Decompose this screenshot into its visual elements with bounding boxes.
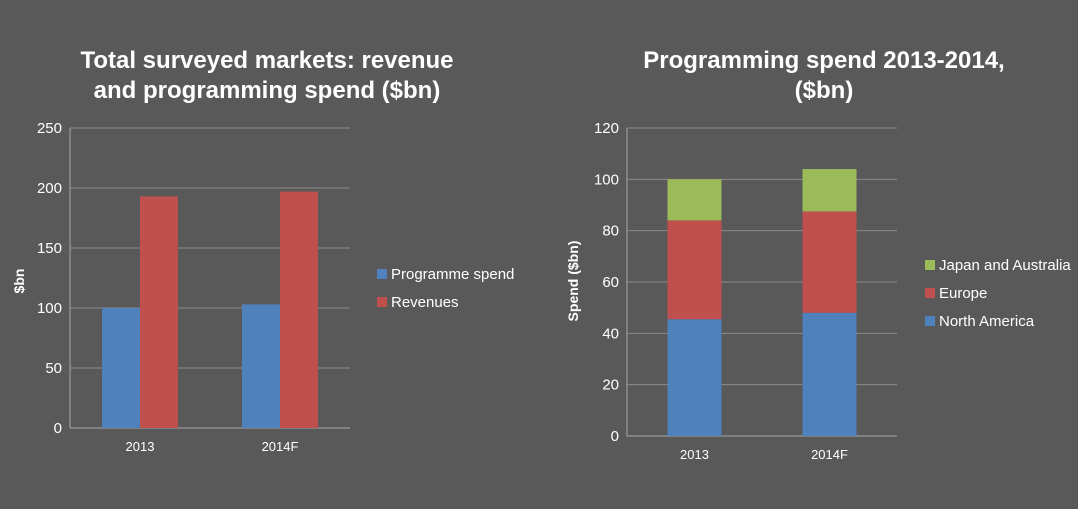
- c2-legend-swatch: [925, 316, 935, 326]
- c2-legend-swatch: [925, 288, 935, 298]
- c2-y-tick-label: 100: [594, 171, 619, 188]
- chart2-bars: [667, 169, 857, 436]
- c2-y-tick-label: 60: [602, 274, 619, 291]
- c1-y-tick-label: 0: [54, 420, 62, 437]
- chart2-legend: Japan and Australia Europe North America: [925, 257, 1071, 330]
- c1-legend-swatch: [377, 297, 387, 307]
- c2-bar-segment-north-america: [667, 319, 722, 436]
- chart2-title-line1: Programming spend 2013-2014,: [643, 47, 1004, 74]
- c2-y-tick-label: 80: [602, 223, 619, 240]
- chart-revenue-programming: Total surveyed markets: revenue and prog…: [11, 47, 514, 454]
- c2-x-tick-label: 2014F: [811, 447, 848, 462]
- c1-legend-label: Programme spend: [391, 266, 514, 283]
- c1-bar-programme-spend: [102, 308, 140, 428]
- c2-y-tick-label: 20: [602, 377, 619, 394]
- c1-legend-label: Revenues: [391, 294, 459, 311]
- c1-y-tick-label: 250: [37, 120, 62, 137]
- c1-y-tick-label: 50: [45, 360, 62, 377]
- chart1-y-axis-label: $bn: [11, 269, 27, 294]
- chart2-title-line2: ($bn): [795, 77, 854, 104]
- c2-y-tick-label: 120: [594, 120, 619, 137]
- c1-bar-revenues: [280, 191, 318, 428]
- c2-bar-segment-europe: [802, 211, 857, 313]
- c1-x-tick-label: 2014F: [262, 439, 299, 454]
- chart2-y-ticks: 0 20 40 60 80 100 120: [594, 120, 619, 445]
- c2-y-tick-label: 40: [602, 325, 619, 342]
- chart1-x-ticks: 2013 2014F: [126, 439, 299, 454]
- chart-programming-spend: Programming spend 2013-2014, ($bn) Spend…: [565, 47, 1071, 462]
- c1-y-tick-label: 150: [37, 240, 62, 257]
- c2-bar-segment-europe: [667, 220, 722, 320]
- c2-bar-segment-japan-and-australia: [667, 179, 722, 221]
- c2-legend-label: Europe: [939, 285, 987, 302]
- c2-bar-segment-north-america: [802, 312, 857, 436]
- chart2-x-ticks: 2013 2014F: [680, 447, 848, 462]
- c1-y-tick-label: 200: [37, 180, 62, 197]
- c1-bar-revenues: [140, 196, 178, 428]
- chart2-y-axis-label: Spend ($bn): [565, 241, 581, 322]
- c2-x-tick-label: 2013: [680, 447, 709, 462]
- c1-y-tick-label: 100: [37, 300, 62, 317]
- c1-bar-programme-spend: [242, 304, 280, 428]
- c2-legend-label: Japan and Australia: [939, 257, 1071, 274]
- c1-x-tick-label: 2013: [126, 439, 155, 454]
- chart1-y-ticks: 0 50 100 150 200 250: [37, 120, 62, 437]
- c2-legend-swatch: [925, 260, 935, 270]
- chart1-title-line1: Total surveyed markets: revenue: [80, 47, 453, 74]
- c2-bar-segment-japan-and-australia: [802, 169, 857, 212]
- chart1-title-line2: and programming spend ($bn): [94, 77, 441, 104]
- chart1-legend: Programme spend Revenues: [377, 266, 514, 311]
- c2-legend-label: North America: [939, 313, 1035, 330]
- c2-y-tick-label: 0: [611, 428, 619, 445]
- c1-legend-swatch: [377, 269, 387, 279]
- chart1-bars: [102, 191, 318, 428]
